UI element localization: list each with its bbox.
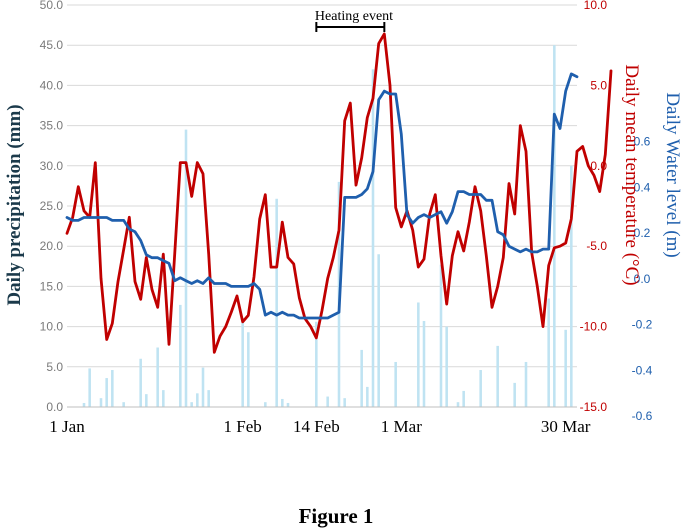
precipitation-bar bbox=[286, 402, 290, 407]
y-tick-label-water-level: 0.2 bbox=[634, 226, 651, 240]
x-axis-ticks: 1 Jan 1 Feb 14 Feb 1 Mar 30 Mar bbox=[49, 417, 590, 436]
precipitation-bar bbox=[207, 390, 210, 407]
heating-event-annotation: Heating event bbox=[315, 9, 393, 32]
y-axis-water-level-title: Daily Water level (m) bbox=[662, 92, 683, 257]
precipitation-bar bbox=[247, 332, 250, 407]
y-tick-label-precipitation: 20.0 bbox=[40, 239, 64, 253]
precipitation-bar bbox=[564, 329, 567, 407]
precipitation-bar bbox=[201, 367, 205, 407]
precipitation-bar bbox=[82, 402, 86, 407]
heating-event-label: Heating event bbox=[315, 9, 393, 24]
precipitation-bars bbox=[82, 45, 573, 407]
figure-caption: Figure 1 bbox=[299, 504, 374, 528]
y-axis-temperature-ticks: -15.0 -10.0 -5.0 0.0 5.0 10.0 bbox=[580, 0, 608, 414]
y-tick-label-temperature: -5.0 bbox=[586, 239, 607, 253]
precipitation-bar bbox=[326, 396, 329, 407]
y-tick-label-temperature: -15.0 bbox=[580, 400, 608, 414]
precipitation-bar bbox=[547, 298, 550, 407]
precipitation-bar bbox=[275, 198, 278, 407]
y-tick-label-water-level: -0.6 bbox=[632, 409, 653, 423]
y-tick-label-temperature: 0.0 bbox=[590, 159, 607, 173]
precipitation-bar bbox=[105, 378, 108, 407]
precipitation-bar bbox=[315, 321, 318, 407]
precipitation-bar bbox=[111, 370, 114, 407]
precipitation-bar bbox=[343, 398, 346, 407]
precipitation-bar bbox=[366, 386, 369, 407]
precipitation-bar bbox=[456, 402, 460, 407]
precipitation-bar bbox=[190, 402, 193, 407]
precipitation-bar bbox=[479, 370, 482, 407]
y-tick-label-water-level: 0.6 bbox=[634, 135, 651, 149]
x-tick-label: 1 Feb bbox=[224, 417, 262, 436]
gridlines bbox=[67, 4, 577, 408]
precipitation-bar bbox=[196, 393, 199, 407]
y-tick-label-water-level: -0.4 bbox=[632, 363, 653, 377]
precipitation-bar bbox=[513, 382, 516, 407]
precipitation-bar bbox=[122, 402, 125, 407]
y-axis-precipitation-title: Daily precipitation (mm) bbox=[4, 104, 25, 305]
precipitation-bar bbox=[553, 45, 556, 407]
y-tick-label-temperature: 5.0 bbox=[590, 78, 607, 92]
y-tick-label-water-level: 0.0 bbox=[634, 272, 651, 286]
y-tick-label-precipitation: 0.0 bbox=[46, 400, 63, 414]
precipitation-bar bbox=[281, 398, 284, 407]
precipitation-bar bbox=[184, 129, 188, 407]
precipitation-bar bbox=[496, 345, 499, 407]
precipitation-bar bbox=[377, 254, 380, 407]
y-tick-label-precipitation: 40.0 bbox=[40, 78, 64, 92]
x-tick-label: 30 Mar bbox=[541, 417, 591, 436]
y-tick-label-precipitation: 25.0 bbox=[40, 199, 64, 213]
y-tick-label-precipitation: 45.0 bbox=[40, 38, 64, 52]
y-tick-label-precipitation: 35.0 bbox=[40, 119, 64, 133]
precipitation-bar bbox=[422, 320, 426, 407]
y-tick-label-temperature: -10.0 bbox=[580, 320, 608, 334]
precipitation-bar bbox=[439, 264, 443, 407]
y-tick-label-precipitation: 15.0 bbox=[40, 279, 64, 293]
x-tick-label: 14 Feb bbox=[293, 417, 340, 436]
precipitation-bar bbox=[462, 390, 465, 407]
precipitation-bar bbox=[179, 304, 182, 407]
precipitation-bar bbox=[394, 361, 397, 407]
y-tick-label-water-level: 0.4 bbox=[634, 180, 651, 194]
x-tick-label: 1 Mar bbox=[381, 417, 422, 436]
y-tick-label-precipitation: 5.0 bbox=[46, 360, 63, 374]
precipitation-bar bbox=[371, 69, 375, 407]
series-water-level-line bbox=[65, 72, 579, 320]
precipitation-bar bbox=[156, 347, 159, 407]
y-tick-label-temperature: 10.0 bbox=[584, 0, 608, 12]
precipitation-bar bbox=[360, 349, 363, 407]
x-tick-label: 1 Jan bbox=[49, 417, 85, 436]
y-tick-label-precipitation: 50.0 bbox=[40, 0, 64, 12]
y-axis-water-level-ticks: -0.6 -0.4 -0.2 0.0 0.2 0.4 0.6 bbox=[632, 135, 653, 423]
y-tick-label-precipitation: 10.0 bbox=[40, 320, 64, 334]
precipitation-bar bbox=[162, 390, 165, 407]
precipitation-bar bbox=[264, 402, 267, 407]
precipitation-bar bbox=[524, 361, 528, 407]
precipitation-bar bbox=[99, 398, 103, 407]
series-temperature-line bbox=[65, 32, 613, 354]
precipitation-bar bbox=[88, 368, 91, 407]
y-tick-label-water-level: -0.2 bbox=[632, 318, 653, 332]
precipitation-bar bbox=[145, 394, 148, 407]
precipitation-bar bbox=[445, 326, 448, 407]
y-tick-label-precipitation: 30.0 bbox=[40, 159, 64, 173]
precipitation-bar bbox=[241, 322, 244, 407]
precipitation-bar bbox=[570, 165, 573, 407]
precipitation-bar bbox=[417, 302, 420, 407]
y-axis-temperature-title: Daily mean temperature (°C) bbox=[621, 64, 642, 285]
precipitation-bar bbox=[139, 358, 142, 407]
y-axis-left-ticks: 0.0 5.0 10.0 15.0 20.0 25.0 30.0 35.0 40.0 45.0 50… bbox=[40, 0, 64, 414]
